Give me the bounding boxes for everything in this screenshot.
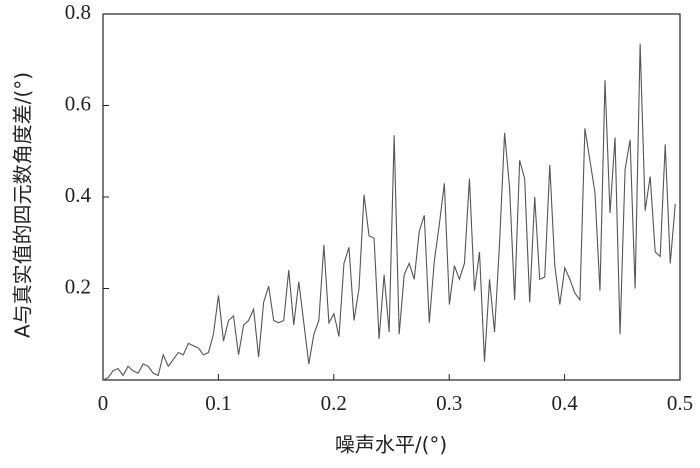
y-tick-label: 0.2 [65, 274, 91, 298]
data-line [102, 43, 676, 381]
x-axis-label: 噪声水平/(°) [335, 433, 447, 457]
y-axis-label: A与真实值的四元数角度差/(°) [11, 72, 35, 338]
y-tick-label: 0.8 [65, 0, 91, 24]
x-tick-label: 0 [98, 391, 109, 415]
x-tick-label: 0.3 [436, 391, 462, 415]
x-tick-label: 0.1 [205, 391, 231, 415]
y-tick-label: 0.4 [65, 183, 92, 207]
x-tick-label: 0.2 [321, 391, 347, 415]
x-tick-label: 0.4 [551, 391, 578, 415]
y-tick-label: 0.6 [65, 91, 91, 115]
x-tick-label: 0.5 [667, 391, 693, 415]
plot-frame [102, 13, 681, 381]
